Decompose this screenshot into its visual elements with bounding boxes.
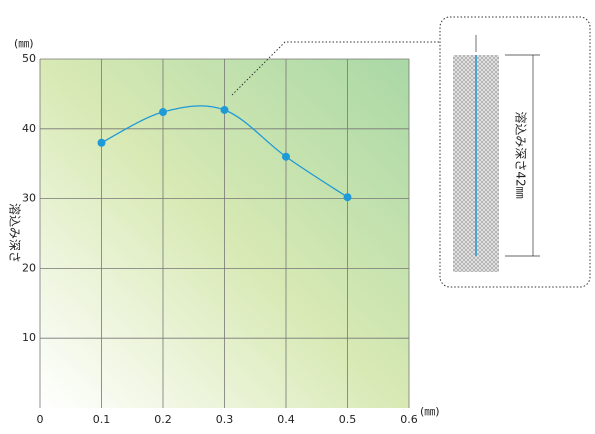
y-unit: (㎜) xyxy=(14,37,34,50)
leader-line xyxy=(231,41,440,96)
data-point xyxy=(282,152,290,161)
x-tick-label: 0.5 xyxy=(339,413,357,426)
x-tick-label: 0.2 xyxy=(154,413,172,426)
y-tick-label: 20 xyxy=(22,261,36,274)
data-point xyxy=(343,193,352,202)
y-tick-label: 10 xyxy=(22,331,36,344)
x-tick-label: 0.1 xyxy=(93,413,111,426)
y-tick-label: 40 xyxy=(22,122,36,135)
data-point xyxy=(159,108,167,117)
x-tick-label: 0.6 xyxy=(400,413,418,426)
y-tick-label: 30 xyxy=(22,192,36,205)
inset-label: 溶込み深さ42㎜ xyxy=(514,111,529,198)
x-tick-label: 0.4 xyxy=(277,413,295,426)
data-point xyxy=(220,105,229,114)
x-tick-label: 0.3 xyxy=(216,413,234,426)
plot-area: 10 20 30 40 50 0 0.1 0.2 0.3 0.4 0.5 0.6 xyxy=(22,52,418,426)
y-tick-label: 50 xyxy=(22,52,36,65)
data-point xyxy=(97,138,106,147)
y-axis-title: 溶込み深さ xyxy=(8,203,23,263)
x-unit: (㎜) xyxy=(420,405,440,418)
x-tick-label: 0 xyxy=(37,413,44,426)
